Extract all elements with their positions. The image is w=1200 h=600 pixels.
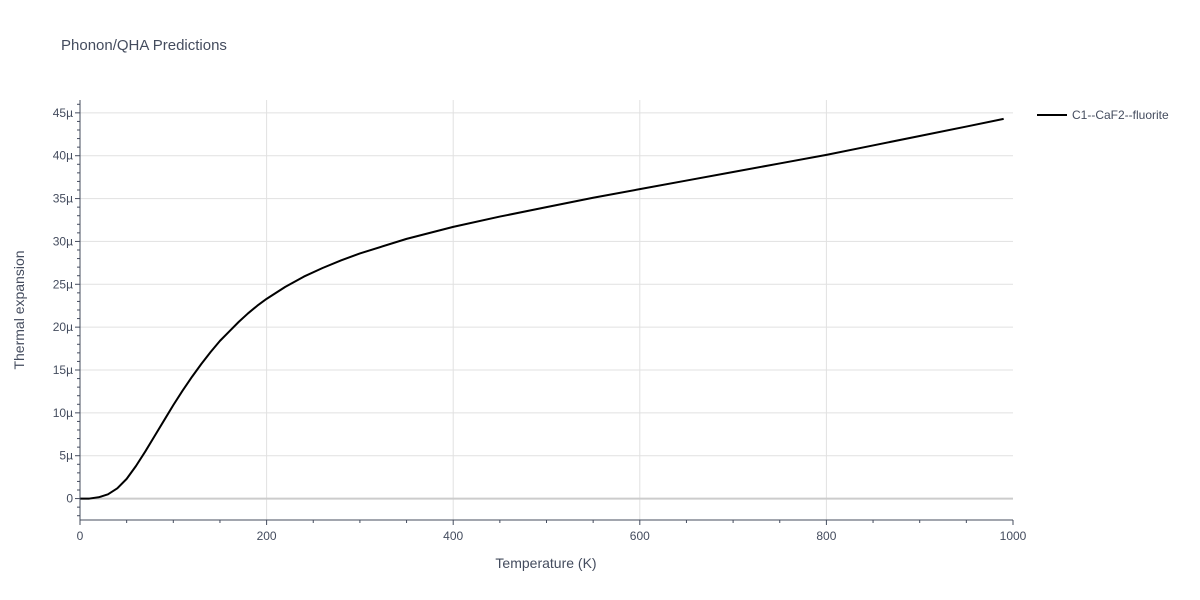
x-tick-label: 200 <box>257 529 277 543</box>
plot-area <box>80 117 1004 500</box>
y-tick-label: 20µ <box>53 320 73 334</box>
y-tick-label: 0 <box>66 492 73 506</box>
x-tick-label: 600 <box>630 529 650 543</box>
legend-label-c1-caf2-fluorite: C1--CaF2--fluorite <box>1072 108 1169 122</box>
x-axis: 0 200 400 600 800 1000 <box>77 519 1027 543</box>
grid-lines <box>80 100 1013 520</box>
x-axis-title: Temperature (K) <box>495 555 596 571</box>
x-tick-label: 800 <box>816 529 836 543</box>
y-axis: 0 5µ 10µ 15µ 20µ 25µ 30µ 35µ 40µ 45µ <box>53 100 81 520</box>
legend[interactable]: C1--CaF2--fluorite <box>1037 108 1169 122</box>
chart-title: Phonon/QHA Predictions <box>61 37 227 54</box>
y-tick-label: 40µ <box>53 149 73 163</box>
y-tick-label: 5µ <box>59 449 73 463</box>
y-tick-label: 10µ <box>53 406 73 420</box>
x-tick-label: 1000 <box>1000 529 1027 543</box>
y-tick-label: 25µ <box>53 277 73 291</box>
y-tick-label: 30µ <box>53 234 73 248</box>
y-tick-label: 35µ <box>53 192 73 206</box>
series-line-0 <box>80 117 1004 500</box>
x-tick-label: 0 <box>77 529 84 543</box>
y-tick-label: 45µ <box>53 106 73 120</box>
y-axis-title: Thermal expansion <box>11 250 27 369</box>
y-tick-label: 15µ <box>53 363 73 377</box>
x-tick-label: 400 <box>443 529 463 543</box>
